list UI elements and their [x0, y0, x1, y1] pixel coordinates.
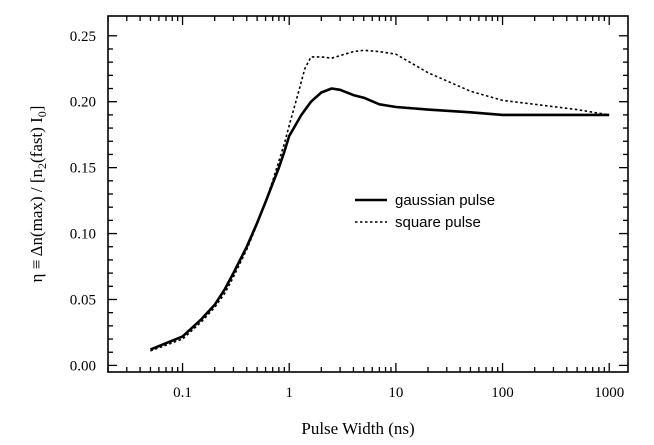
x-tick-label: 1000 [594, 385, 624, 401]
y-axis-title: η ≡ Δn(max) / [n2(fast) I0] [27, 106, 49, 283]
x-axis-title: Pulse Width (ns) [301, 419, 414, 438]
y-axis-title-part: ] [27, 106, 46, 112]
y-tick-label: 0.25 [70, 29, 96, 45]
y-tick-label: 0.05 [70, 292, 96, 308]
y-axis-title-part: 0 [35, 111, 49, 117]
x-tick-label: 1 [285, 385, 293, 401]
series-line-gaussian-pulse [149, 87, 610, 351]
axis-labels: Pulse Width (ns) η ≡ Δn(max) / [n2(fast) … [27, 106, 415, 438]
y-tick-label: 0.20 [70, 95, 96, 111]
y-ticks: 0.00 0.05 0.10 0.15 0.20 0.25 [70, 29, 628, 374]
y-axis-title-part: η ≡ Δn(max) / [n [27, 169, 46, 283]
x-tick-label: 10 [388, 385, 403, 401]
legend: gaussian pulse square pulse [355, 192, 495, 231]
series-line-square-pulse [150, 49, 610, 352]
plot-frame [107, 15, 629, 373]
y-axis-title-part: 2 [35, 163, 49, 169]
y-tick-label: 0.00 [70, 358, 96, 374]
x-ticks: 0.1 1 10 100 1000 [107, 16, 624, 401]
axes: 0.1 1 10 100 1000 0.00 0.05 0.10 0.15 0.20 0.25 [70, 15, 629, 401]
y-axis-title-part: (fast) I [27, 117, 46, 163]
x-tick-label: 100 [491, 385, 514, 401]
series-layer [149, 49, 610, 352]
y-tick-label: 0.15 [70, 161, 96, 177]
legend-label: gaussian pulse [395, 192, 495, 209]
legend-label: square pulse [395, 214, 481, 231]
x-tick-label: 0.1 [173, 385, 192, 401]
y-tick-label: 0.10 [70, 227, 96, 243]
